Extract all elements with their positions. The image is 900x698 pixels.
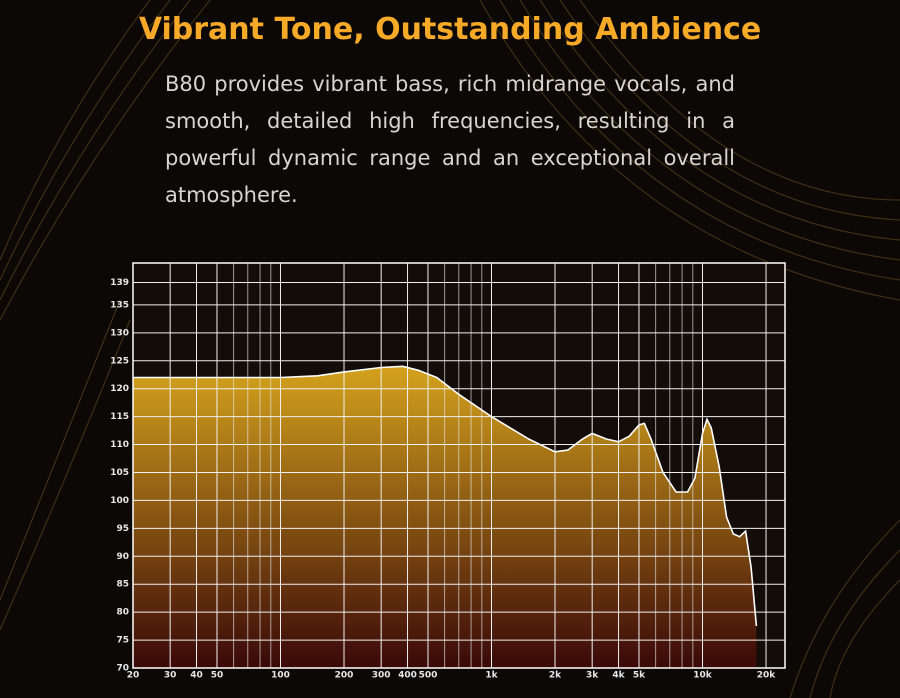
x-tick-label: 10k xyxy=(693,671,713,681)
y-tick-label: 110 xyxy=(110,440,129,450)
y-tick-label: 139 xyxy=(110,278,129,288)
title: Vibrant Tone, Outstanding Ambience xyxy=(138,12,762,47)
x-tick-label: 20 xyxy=(127,671,140,681)
x-tick-label: 40 xyxy=(190,671,203,681)
y-tick-label: 80 xyxy=(116,608,129,618)
x-tick-label: 1k xyxy=(485,671,498,681)
y-tick-label: 90 xyxy=(116,552,129,562)
y-tick-label: 130 xyxy=(110,328,129,338)
y-tick-label: 105 xyxy=(110,468,129,478)
y-tick-label: 120 xyxy=(110,384,129,394)
y-tick-label: 125 xyxy=(110,356,129,366)
y-tick-label: 95 xyxy=(116,524,129,534)
description: B80 provides vibrant bass, rich midrange… xyxy=(165,72,735,207)
x-tick-label: 200 xyxy=(335,671,354,681)
x-tick-label: 20k xyxy=(757,671,777,681)
y-tick-label: 70 xyxy=(116,664,129,674)
x-tick-label: 100 xyxy=(271,671,290,681)
x-tick-label: 400 xyxy=(398,671,417,681)
y-tick-label: 75 xyxy=(116,636,129,646)
x-tick-label: 30 xyxy=(164,671,177,681)
x-tick-label: 4k xyxy=(612,671,625,681)
x-tick-label: 3k xyxy=(586,671,599,681)
x-tick-label: 5k xyxy=(633,671,646,681)
x-tick-label: 300 xyxy=(372,671,391,681)
y-tick-label: 115 xyxy=(110,412,129,422)
x-tick-label: 500 xyxy=(419,671,438,681)
plot-border xyxy=(132,262,786,669)
x-tick-label: 2k xyxy=(549,671,562,681)
x-tick-label: 50 xyxy=(211,671,224,681)
y-tick-label: 135 xyxy=(110,300,129,310)
y-tick-label: 100 xyxy=(110,496,129,506)
y-tick-label: 85 xyxy=(116,580,129,590)
